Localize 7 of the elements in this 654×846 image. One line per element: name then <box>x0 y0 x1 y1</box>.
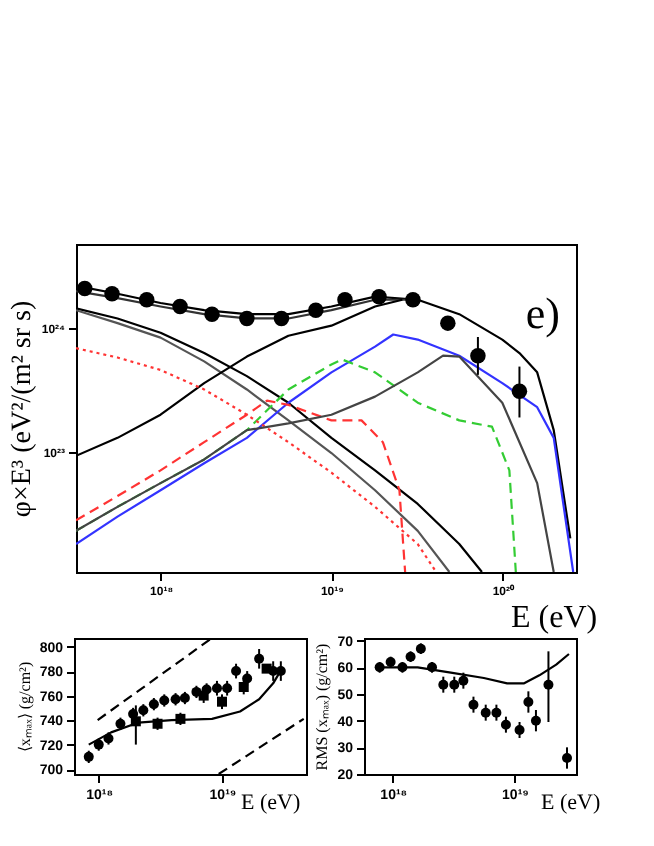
y-axis-title: RMS (xₘₐₓ) (g/cm²) <box>313 642 332 771</box>
annotation: e) <box>525 288 560 338</box>
y-axis-title: φ×E³ (eV²/(m² sr s) <box>7 300 38 518</box>
x-axis-title: E (eV) <box>241 791 301 815</box>
x-axis-title: E (eV) <box>541 791 601 815</box>
x-axis-title: E (eV) <box>511 601 598 635</box>
y-axis-title: ⟨xₘₐₓ⟩ (g/cm²) <box>15 661 34 753</box>
